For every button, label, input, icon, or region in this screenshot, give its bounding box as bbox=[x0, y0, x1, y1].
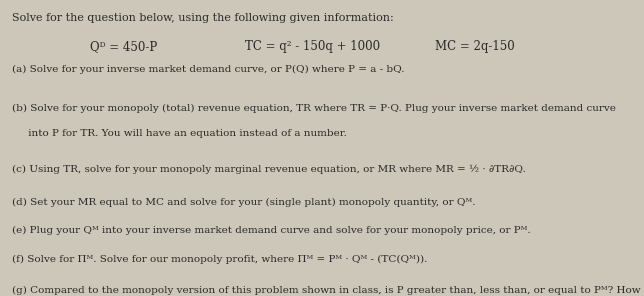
Text: (a) Solve for your inverse market demand curve, or P(Q) where P = a - bQ.: (a) Solve for your inverse market demand… bbox=[12, 65, 404, 74]
Text: TC = q² - 150q + 1000: TC = q² - 150q + 1000 bbox=[245, 40, 380, 53]
Text: into P for TR. You will have an equation instead of a number.: into P for TR. You will have an equation… bbox=[12, 129, 347, 138]
Text: (c) Using TR, solve for your monopoly marginal revenue equation, or MR where MR : (c) Using TR, solve for your monopoly ma… bbox=[12, 165, 526, 174]
Text: MC = 2q-150: MC = 2q-150 bbox=[435, 40, 515, 53]
Text: (e) Plug your Qᴹ into your inverse market demand curve and solve for your monopo: (e) Plug your Qᴹ into your inverse marke… bbox=[12, 226, 531, 235]
Text: Qᴰ = 450-P: Qᴰ = 450-P bbox=[90, 40, 157, 53]
Text: (f) Solve for Πᴹ. Solve for our monopoly profit, where Πᴹ = Pᴹ · Qᴹ - (TC(Qᴹ)).: (f) Solve for Πᴹ. Solve for our monopoly… bbox=[12, 255, 428, 264]
Text: (d) Set your MR equal to MC and solve for your (single plant) monopoly quantity,: (d) Set your MR equal to MC and solve fo… bbox=[12, 197, 475, 207]
Text: Solve for the question below, using the following given information:: Solve for the question below, using the … bbox=[12, 13, 393, 23]
Text: (b) Solve for your monopoly (total) revenue equation, TR where TR = P·Q. Plug yo: (b) Solve for your monopoly (total) reve… bbox=[12, 104, 616, 112]
Text: (g) Compared to the monopoly version of this problem shown in class, is P greate: (g) Compared to the monopoly version of … bbox=[12, 286, 641, 295]
